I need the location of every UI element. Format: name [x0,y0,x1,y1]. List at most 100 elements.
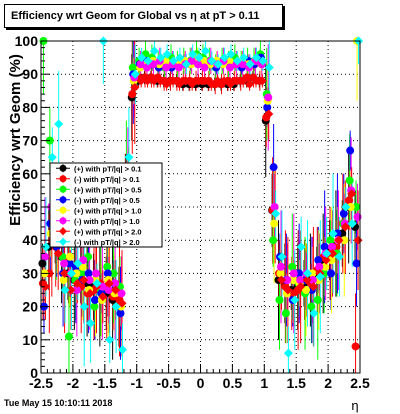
x-tick-label: 1 [260,375,268,391]
data-point [334,252,344,262]
data-point [104,278,114,288]
legend-marker [59,164,67,172]
data-point [105,335,115,345]
data-point [136,60,145,69]
data-point [264,93,273,102]
data-point [156,53,166,63]
data-point [162,63,171,72]
data-point [187,56,196,65]
data-point [194,53,204,63]
data-point [328,229,338,239]
data-point [296,276,305,285]
data-point [263,103,272,112]
data-point [334,235,344,245]
data-point [322,248,332,258]
data-point [340,222,350,232]
data-point [85,288,95,298]
data-point [238,76,248,86]
data-point [327,269,336,278]
data-point [79,302,89,312]
data-point [307,302,316,311]
data-point [288,262,297,271]
x-tick-label: -1 [130,375,143,391]
data-point [162,49,172,59]
y-tick-label: 0 [30,365,38,381]
data-point [340,236,349,245]
data-point [40,282,50,292]
data-point [283,348,293,358]
data-point [109,269,118,278]
y-tick-label: 30 [22,265,38,281]
data-point [251,53,261,63]
data-point [283,285,293,295]
data-point [90,302,99,311]
data-point [60,285,70,295]
data-point [264,109,274,119]
data-point [345,176,354,185]
data-point [345,196,354,205]
data-point [41,242,51,252]
data-point [219,76,229,86]
x-tick-label: -2 [67,375,80,391]
data-point [351,342,360,351]
data-point [130,82,140,92]
data-point [103,262,112,271]
data-point [270,203,279,211]
y-tick-label: 70 [22,133,38,149]
data-point [73,258,83,268]
legend-box [49,162,163,248]
y-tick-label: 100 [15,33,39,49]
x-axis-label: η [351,398,358,413]
data-point [111,279,120,288]
data-point [347,219,357,229]
data-point [155,76,165,86]
data-point [315,262,324,271]
data-point [257,76,267,86]
data-point [313,295,322,304]
data-point [207,56,217,66]
data-point [64,332,73,341]
data-point [60,268,70,278]
data-point [149,46,159,56]
data-point [270,219,279,228]
data-point [104,286,113,294]
data-point [116,309,125,318]
data-point [339,209,348,218]
legend-label: (-) with pT/|q| > 2.0 [74,238,140,247]
legend-marker [59,237,67,246]
data-point [137,53,147,63]
y-tick-label: 40 [22,232,38,248]
data-point [314,256,323,265]
data-point [128,90,137,99]
x-tick-label: 1.5 [286,375,306,391]
x-tick-label: -2.5 [29,375,53,391]
data-point [47,152,57,162]
data-point [130,69,140,79]
data-point [232,76,242,86]
data-point [85,276,94,285]
data-point [72,286,81,294]
data-point [341,202,351,212]
legend-label: (+) with pT/|q| > 2.0 [74,227,142,236]
data-point [321,262,330,271]
data-point [168,76,178,86]
legend-marker [59,185,67,193]
data-point [290,295,300,305]
data-point [296,242,306,252]
data-point [309,308,319,318]
data-point [277,252,287,262]
data-point [174,63,183,72]
data-point [72,278,82,288]
legend-label: (+) with pT/|q| > 0.5 [74,185,142,194]
legend: (+) with pT/|q| > 0.1 (-) with pT/|q| > 0… [49,162,163,248]
data-point [143,76,153,86]
data-point [326,236,335,245]
data-point [118,345,127,355]
x-tick-label: -0.5 [157,375,181,391]
data-point [289,288,299,298]
data-point [40,252,49,261]
y-axis-label: Efficiency wrt Geom (%) [7,54,24,226]
data-point [91,269,100,278]
data-point [283,276,292,285]
